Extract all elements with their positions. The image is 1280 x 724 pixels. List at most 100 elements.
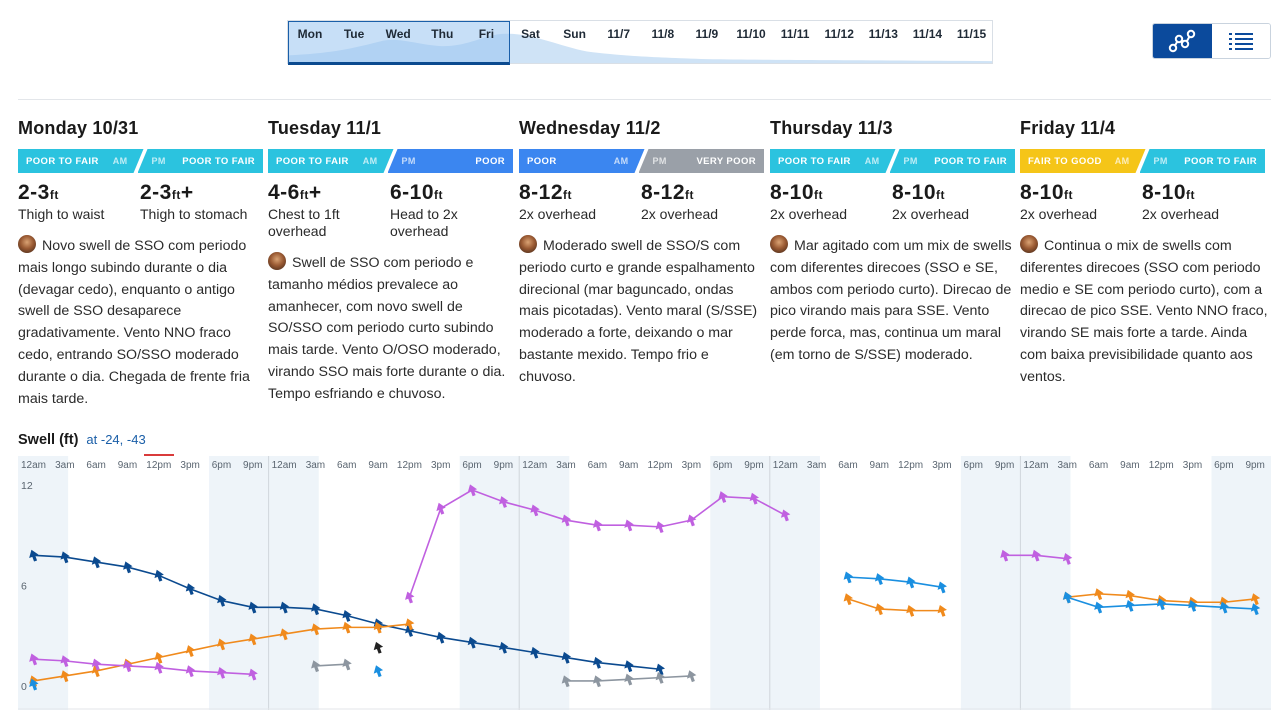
date-strip-day[interactable]: Sat (521, 27, 540, 41)
swell-chart[interactable]: 12am 3am 6am 9am 12pm 3pm 6pm 9pm 12am 3am 6am 9am 1… (18, 456, 1271, 710)
x-tick-label: 9pm (744, 460, 763, 471)
pm-tag: PM (903, 156, 918, 166)
surf-rating-bar: POOR TO FAIR AM PM POOR (268, 149, 513, 173)
pm-wave-description: 2x overhead (641, 206, 719, 222)
swell-direction-arrow (749, 492, 760, 505)
chart-view-button[interactable] (1153, 24, 1212, 58)
x-tick-label: 9pm (1245, 460, 1264, 471)
am-wave-description: Chest to 1ft overhead (268, 206, 340, 239)
swell-direction-arrow (405, 591, 415, 604)
swell-location-link[interactable]: at -24, -43 (86, 432, 146, 447)
swell-direction-arrow (373, 621, 384, 634)
x-tick-label: 12pm (397, 460, 422, 471)
swell-direction-arrow (185, 645, 196, 658)
x-tick-label: 6pm (964, 460, 983, 471)
date-strip-day[interactable]: Wed (385, 27, 411, 41)
pm-tag: PM (1153, 156, 1168, 166)
swell-direction-arrow (843, 571, 853, 584)
x-tick-label: 12pm (647, 460, 672, 471)
am-wave-height: 8-10ft (1020, 181, 1074, 204)
pm-wave: 6-10ft Head to 2x overhead (390, 181, 512, 240)
swell-direction-arrow (1062, 591, 1073, 604)
swell-direction-arrow (311, 603, 321, 616)
swell-direction-arrow (185, 583, 196, 596)
section-divider (18, 99, 1271, 100)
swell-direction-arrow (154, 569, 164, 582)
date-strip[interactable]: Mon Tue Wed Thu Fri Sat Sun 11/7 11/8 11/9 11/10 11… (287, 20, 993, 65)
list-icon (1228, 33, 1253, 50)
day-title: Tuesday 11/1 (268, 118, 382, 138)
day-title: Wednesday 11/2 (519, 118, 661, 138)
x-tick-label: 3am (807, 460, 826, 471)
night-shade (1211, 456, 1271, 710)
date-strip-day[interactable]: Mon (297, 27, 323, 41)
am-rating: POOR TO FAIR AM (770, 149, 896, 173)
x-tick-label: 3am (556, 460, 575, 471)
list-view-button[interactable] (1211, 24, 1270, 58)
date-strip-day[interactable]: 11/8 (651, 27, 675, 41)
am-wave: 4-6ft+ Chest to 1ft overhead (268, 181, 390, 240)
pm-wave: 8-10ft 2x overhead (892, 181, 1014, 223)
date-strip-day[interactable]: 11/10 (736, 27, 766, 41)
forecast-text: Continua o mix de swells com diferentes … (1020, 238, 1268, 385)
date-strip-day[interactable]: Sun (563, 27, 586, 41)
date-strip-day[interactable]: 11/13 (868, 27, 898, 41)
swell-direction-arrow (561, 514, 572, 527)
x-tick-label: 9pm (494, 460, 513, 471)
swell-direction-arrow (561, 675, 572, 688)
am-tag: AM (362, 156, 378, 166)
swell-direction-arrow (123, 660, 133, 673)
selected-range[interactable] (288, 21, 510, 65)
pm-tag: PM (401, 156, 416, 166)
forecast-text: Mar agitado com um mix de swells com dif… (770, 238, 1012, 363)
pm-wave-description: 2x overhead (892, 206, 970, 222)
day-forecast-column: Wednesday 11/2 POOR AM PM VERY POOR 8-12… (519, 118, 764, 389)
date-strip-day[interactable]: 11/9 (695, 27, 719, 41)
swell-series-line (315, 663, 347, 667)
day-forecast-column: Friday 11/4 FAIR TO GOOD AM PM POOR TO F… (1020, 118, 1268, 389)
am-wave-height: 8-12ft (519, 181, 573, 204)
forecaster-note: Moderado swell de SSO/S com periodo curt… (519, 235, 767, 389)
swell-direction-arrow (624, 673, 634, 686)
swell-direction-arrow (1000, 549, 1010, 562)
y-tick-label: 0 (21, 681, 27, 693)
night-shade (459, 456, 520, 710)
swell-direction-arrow (217, 638, 227, 651)
am-tag: AM (112, 156, 128, 166)
x-tick-label: 6am (588, 460, 607, 471)
pm-wave: 8-12ft 2x overhead (641, 181, 763, 223)
date-strip-day[interactable]: Tue (343, 27, 365, 41)
date-strip-day[interactable]: Thu (431, 27, 454, 41)
x-tick-label: 6pm (212, 460, 231, 471)
x-tick-label: 12am (272, 460, 297, 471)
swell-direction-arrow (1062, 553, 1073, 565)
swell-direction-arrow (499, 641, 509, 654)
swell-direction-arrow (342, 658, 352, 671)
day-title: Monday 10/31 (18, 118, 139, 138)
x-tick-label: 12am (522, 460, 547, 471)
x-tick-label: 3pm (431, 460, 450, 471)
x-tick-label: 3pm (180, 460, 199, 471)
date-strip-day[interactable]: Fri (478, 27, 495, 41)
date-strip-day[interactable]: 11/11 (780, 27, 810, 41)
date-strip-day[interactable]: 11/14 (912, 27, 943, 41)
surf-rating-bar: FAIR TO GOOD AM PM POOR TO FAIR (1020, 149, 1265, 173)
graph-icon (1169, 29, 1196, 53)
swell-direction-arrow (843, 593, 853, 606)
swell-direction-arrow (1094, 588, 1104, 601)
pm-wave: 2-3ft+ Thigh to stomach (140, 181, 262, 223)
date-strip-day[interactable]: 11/12 (824, 27, 854, 41)
forecaster-note: Novo swell de SSO com periodo mais longo… (18, 235, 266, 410)
swell-direction-arrow (29, 549, 39, 562)
x-tick-label: 6pm (713, 460, 732, 471)
am-wave: 8-10ft 2x overhead (1020, 181, 1142, 223)
pm-wave-height: 8-12ft (641, 181, 695, 204)
date-strip-day[interactable]: 11/7 (607, 27, 631, 41)
swell-direction-arrow (248, 668, 258, 681)
swell-direction-arrow (1250, 603, 1261, 616)
pm-wave-description: Thigh to stomach (140, 206, 248, 222)
date-strip-day[interactable]: 11/15 (956, 27, 987, 41)
wave-heights: 8-10ft 2x overhead 8-10ft 2x overhead (770, 181, 1015, 223)
x-tick-label: 12am (21, 460, 46, 471)
swell-direction-arrow (906, 604, 916, 617)
